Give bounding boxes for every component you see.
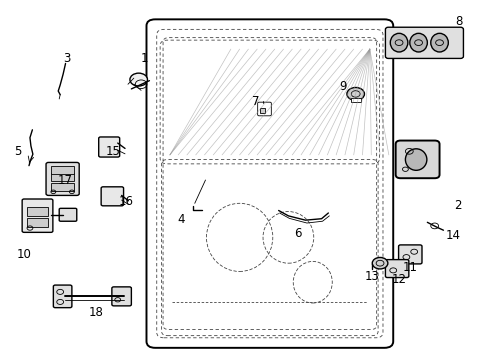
Text: 6: 6	[294, 226, 301, 240]
Circle shape	[130, 73, 147, 86]
FancyBboxPatch shape	[257, 102, 271, 116]
Text: 13: 13	[364, 270, 379, 283]
Circle shape	[371, 257, 387, 269]
FancyBboxPatch shape	[22, 199, 53, 232]
Bar	[26, 219, 48, 227]
FancyBboxPatch shape	[101, 187, 123, 206]
Text: 5: 5	[14, 145, 21, 158]
Bar	[51, 166, 74, 174]
Text: 2: 2	[453, 199, 461, 212]
Bar	[350, 98, 360, 102]
Ellipse shape	[430, 33, 447, 52]
Text: 9: 9	[339, 80, 346, 93]
FancyBboxPatch shape	[112, 287, 131, 306]
FancyBboxPatch shape	[395, 140, 439, 178]
Text: 7: 7	[251, 95, 259, 108]
FancyBboxPatch shape	[398, 245, 421, 264]
Text: 4: 4	[177, 213, 184, 226]
FancyBboxPatch shape	[59, 208, 77, 221]
Ellipse shape	[409, 33, 427, 52]
FancyBboxPatch shape	[385, 260, 408, 278]
Text: 18: 18	[89, 306, 103, 319]
FancyBboxPatch shape	[53, 285, 72, 308]
Bar	[51, 173, 74, 181]
Bar	[51, 183, 74, 191]
Ellipse shape	[389, 33, 407, 52]
Text: 15: 15	[105, 145, 120, 158]
Text: 12: 12	[391, 273, 406, 286]
Text: 11: 11	[402, 261, 417, 274]
Text: 3: 3	[62, 52, 70, 65]
Text: 16: 16	[119, 195, 133, 208]
FancyBboxPatch shape	[99, 137, 120, 157]
Text: 17: 17	[58, 174, 73, 186]
Bar	[260, 108, 264, 113]
Text: 8: 8	[454, 15, 462, 28]
Text: 10: 10	[17, 248, 31, 261]
Ellipse shape	[405, 149, 426, 170]
FancyBboxPatch shape	[385, 27, 463, 58]
Bar	[26, 207, 48, 216]
Circle shape	[346, 87, 364, 100]
FancyBboxPatch shape	[46, 162, 79, 195]
Text: 14: 14	[445, 229, 460, 242]
Text: 1: 1	[141, 52, 148, 65]
